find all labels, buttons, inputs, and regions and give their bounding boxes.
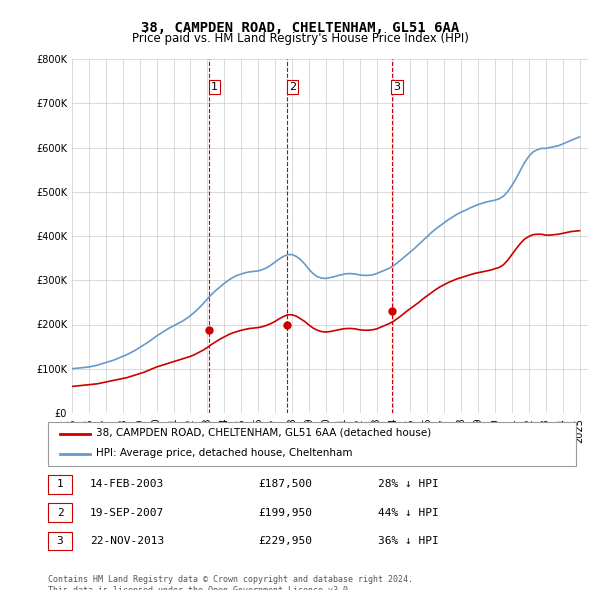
Text: £199,950: £199,950 [258, 508, 312, 517]
Text: 44% ↓ HPI: 44% ↓ HPI [378, 508, 439, 517]
Text: 1: 1 [211, 82, 218, 92]
Text: 2: 2 [56, 508, 64, 517]
Text: 28% ↓ HPI: 28% ↓ HPI [378, 480, 439, 489]
Text: Price paid vs. HM Land Registry's House Price Index (HPI): Price paid vs. HM Land Registry's House … [131, 32, 469, 45]
Text: 38, CAMPDEN ROAD, CHELTENHAM, GL51 6AA (detached house): 38, CAMPDEN ROAD, CHELTENHAM, GL51 6AA (… [96, 428, 431, 437]
Text: 2: 2 [289, 82, 296, 92]
Text: 3: 3 [394, 82, 400, 92]
Text: 19-SEP-2007: 19-SEP-2007 [90, 508, 164, 517]
Text: £229,950: £229,950 [258, 536, 312, 546]
Text: 22-NOV-2013: 22-NOV-2013 [90, 536, 164, 546]
Text: 36% ↓ HPI: 36% ↓ HPI [378, 536, 439, 546]
Text: Contains HM Land Registry data © Crown copyright and database right 2024.
This d: Contains HM Land Registry data © Crown c… [48, 575, 413, 590]
Text: 14-FEB-2003: 14-FEB-2003 [90, 480, 164, 489]
Text: 38, CAMPDEN ROAD, CHELTENHAM, GL51 6AA: 38, CAMPDEN ROAD, CHELTENHAM, GL51 6AA [141, 21, 459, 35]
Text: HPI: Average price, detached house, Cheltenham: HPI: Average price, detached house, Chel… [96, 448, 353, 458]
Text: £187,500: £187,500 [258, 480, 312, 489]
Text: 1: 1 [56, 480, 64, 489]
Text: 3: 3 [56, 536, 64, 546]
